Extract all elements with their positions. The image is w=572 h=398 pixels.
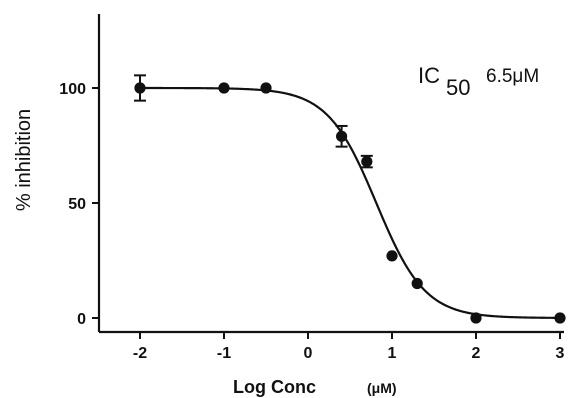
- x-axis-unit: (μM): [367, 380, 397, 396]
- data-point: [260, 82, 272, 94]
- x-tick-label: 0: [304, 345, 313, 362]
- data-point-marker: [260, 82, 272, 94]
- y-tick-label: 50: [68, 196, 86, 213]
- data-point: [411, 277, 423, 290]
- data-point-marker: [336, 130, 348, 142]
- data-point-marker: [386, 250, 398, 262]
- data-points-layer: [134, 74, 566, 324]
- y-tick-label: 0: [77, 311, 86, 328]
- data-point: [134, 74, 146, 102]
- data-point: [554, 312, 566, 324]
- y-tick-label: 100: [59, 81, 86, 98]
- x-tick-label: 2: [472, 345, 481, 362]
- data-point: [386, 250, 398, 262]
- ic50-label: IC: [418, 63, 440, 88]
- data-point-marker: [361, 156, 373, 168]
- data-point-marker: [470, 312, 482, 324]
- x-axis-title: Log Conc: [233, 377, 316, 397]
- x-tick-label: -2: [133, 345, 147, 362]
- data-point: [360, 154, 373, 169]
- data-point-marker: [134, 82, 146, 94]
- data-point-marker: [411, 277, 423, 290]
- ic50-annotation: IC 50 6.5μM: [418, 63, 539, 100]
- fit-curve-layer: [140, 86, 561, 319]
- fit-curve: [140, 86, 561, 319]
- x-tick-label: 3: [556, 345, 565, 362]
- ic50-value: 6.5μM: [486, 66, 539, 87]
- y-axis-title: % inhibition: [13, 109, 35, 211]
- data-point-marker: [554, 312, 566, 324]
- ic50-subscript: 50: [446, 75, 470, 100]
- x-tick-label: 1: [388, 345, 397, 362]
- data-point: [335, 124, 348, 148]
- x-tick-label: -1: [217, 345, 231, 362]
- data-point: [218, 82, 230, 94]
- axes: 0 50 100 -2 -1 0 1 2 3: [59, 14, 565, 362]
- data-point-marker: [218, 82, 230, 94]
- data-point: [470, 312, 482, 324]
- labels-layer: % inhibition Log Conc (μM) IC 50 6.5μM: [13, 63, 539, 397]
